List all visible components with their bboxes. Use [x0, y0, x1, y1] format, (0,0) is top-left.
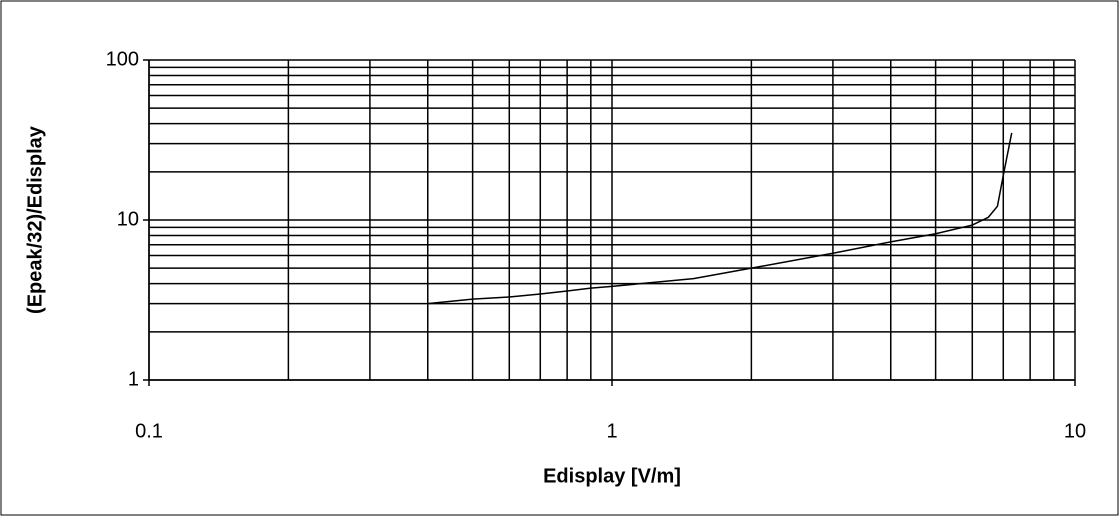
- x-tick-label: 10: [1064, 420, 1086, 442]
- y-tick-label: 1: [128, 368, 139, 390]
- data-line: [427, 132, 1013, 305]
- x-tick-label: 1: [606, 420, 617, 442]
- y-tick-label: 100: [106, 48, 139, 70]
- y-axis-title: (Epeak/32)/Edisplay: [24, 125, 46, 314]
- x-axis-title: Edisplay [V/m]: [543, 465, 681, 487]
- x-tick-label: 0.1: [135, 420, 163, 442]
- y-tick-label: 10: [117, 208, 139, 230]
